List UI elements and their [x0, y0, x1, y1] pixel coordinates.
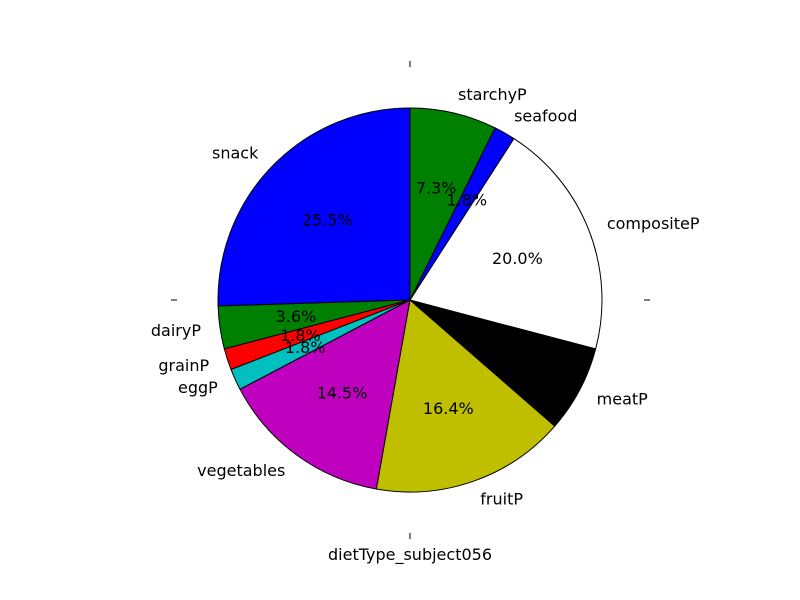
slice-pct-meatp: 7.3%: [491, 344, 532, 363]
slice-pct-dairyp: 3.6%: [276, 307, 317, 326]
slice-pct-starchyp: 7.3%: [416, 178, 457, 197]
pie-labels: snack 25.5% dairyP 3.6% grainP 1.8% eggP 1.8% ve…: [151, 85, 700, 509]
x-axis-label: dietType_subject056: [328, 545, 492, 565]
slice-label-meatp: meatP: [597, 389, 649, 408]
slice-label-starchyp: starchyP: [458, 85, 527, 104]
slice-label-grainp: grainP: [158, 356, 209, 375]
slice-pct-seafood: 1.8%: [446, 190, 487, 209]
slice-label-seafood: seafood: [514, 107, 577, 126]
slice-label-eggp: eggP: [178, 378, 218, 397]
slice-label-dairyp: dairyP: [151, 321, 201, 340]
slice-pct-vegetables: 14.5%: [317, 383, 368, 402]
slice-compositep: [409, 138, 603, 350]
slice-label-fruitp: fruitP: [480, 490, 523, 509]
pie-slices: [217, 107, 603, 493]
slice-label-compositep: compositeP: [607, 214, 700, 233]
slice-pct-fruitp: 16.4%: [423, 399, 474, 418]
slice-label-snack: snack: [212, 144, 259, 163]
slice-pct-snack: 25.5%: [302, 210, 353, 229]
slice-pct-eggp: 1.8%: [285, 338, 326, 357]
slice-starchyp: [409, 107, 496, 301]
slice-snack: [217, 107, 411, 307]
slice-pct-grainp: 1.8%: [280, 326, 321, 345]
axis-ticks: [171, 61, 650, 539]
slice-fruitp: [375, 299, 556, 493]
slice-vegetables: [239, 299, 411, 490]
slice-label-vegetables: vegetables: [197, 461, 285, 480]
slice-pct-compositep: 20.0%: [492, 249, 543, 268]
